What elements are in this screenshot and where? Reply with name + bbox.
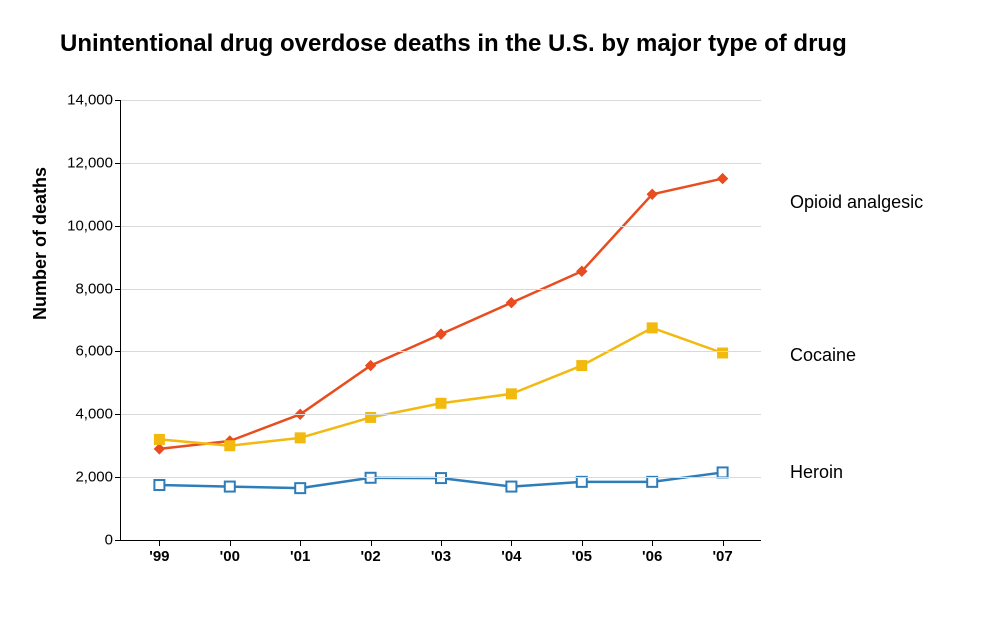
series-marker bbox=[718, 174, 728, 184]
x-tick-label: '06 bbox=[642, 548, 662, 565]
grid-line bbox=[121, 163, 761, 164]
y-tick-label: 14,000 bbox=[33, 92, 113, 109]
y-tick-mark bbox=[115, 163, 121, 164]
y-tick-mark bbox=[115, 226, 121, 227]
x-tick-label: '05 bbox=[572, 548, 592, 565]
series-marker bbox=[718, 467, 728, 477]
y-tick-label: 10,000 bbox=[33, 217, 113, 234]
y-tick-label: 0 bbox=[33, 532, 113, 549]
series-marker bbox=[154, 480, 164, 490]
chart-plot-area: 02,0004,0006,0008,00010,00012,00014,000'… bbox=[120, 100, 761, 541]
y-tick-mark bbox=[115, 540, 121, 541]
series-marker bbox=[436, 329, 446, 339]
x-tick-label: '02 bbox=[360, 548, 380, 565]
x-tick-label: '03 bbox=[431, 548, 451, 565]
series-marker bbox=[225, 482, 235, 492]
series-marker bbox=[577, 361, 587, 371]
chart-title: Unintentional drug overdose deaths in th… bbox=[60, 30, 847, 58]
x-tick-mark bbox=[159, 540, 160, 546]
series-marker bbox=[647, 323, 657, 333]
y-tick-mark bbox=[115, 414, 121, 415]
chart-svg bbox=[121, 100, 761, 540]
series-marker bbox=[295, 433, 305, 443]
series-marker bbox=[718, 348, 728, 358]
x-tick-label: '99 bbox=[149, 548, 169, 565]
x-tick-mark bbox=[652, 540, 653, 546]
grid-line bbox=[121, 477, 761, 478]
x-tick-label: '00 bbox=[220, 548, 240, 565]
x-tick-mark bbox=[230, 540, 231, 546]
x-tick-mark bbox=[511, 540, 512, 546]
grid-line bbox=[121, 289, 761, 290]
series-line-cocaine bbox=[159, 328, 722, 446]
x-tick-label: '01 bbox=[290, 548, 310, 565]
x-tick-mark bbox=[582, 540, 583, 546]
y-tick-label: 6,000 bbox=[33, 343, 113, 360]
series-marker bbox=[647, 477, 657, 487]
y-tick-label: 12,000 bbox=[33, 154, 113, 171]
y-tick-label: 8,000 bbox=[33, 280, 113, 297]
grid-line bbox=[121, 414, 761, 415]
x-tick-label: '04 bbox=[501, 548, 521, 565]
series-marker bbox=[506, 482, 516, 492]
series-marker bbox=[225, 441, 235, 451]
y-tick-mark bbox=[115, 100, 121, 101]
y-tick-mark bbox=[115, 351, 121, 352]
series-label-cocaine: Cocaine bbox=[790, 345, 856, 366]
y-tick-label: 4,000 bbox=[33, 406, 113, 423]
y-tick-mark bbox=[115, 289, 121, 290]
series-label-heroin: Heroin bbox=[790, 462, 843, 483]
series-marker bbox=[506, 298, 516, 308]
x-tick-mark bbox=[723, 540, 724, 546]
x-tick-mark bbox=[441, 540, 442, 546]
series-marker bbox=[154, 444, 164, 454]
grid-line bbox=[121, 100, 761, 101]
series-marker bbox=[295, 483, 305, 493]
series-marker bbox=[436, 398, 446, 408]
series-marker bbox=[506, 389, 516, 399]
x-tick-mark bbox=[371, 540, 372, 546]
series-marker bbox=[577, 477, 587, 487]
series-marker bbox=[154, 434, 164, 444]
x-tick-mark bbox=[300, 540, 301, 546]
y-tick-mark bbox=[115, 477, 121, 478]
x-tick-label: '07 bbox=[712, 548, 732, 565]
grid-line bbox=[121, 351, 761, 352]
y-tick-label: 2,000 bbox=[33, 469, 113, 486]
grid-line bbox=[121, 226, 761, 227]
series-label-opioid-analgesic: Opioid analgesic bbox=[790, 192, 923, 213]
